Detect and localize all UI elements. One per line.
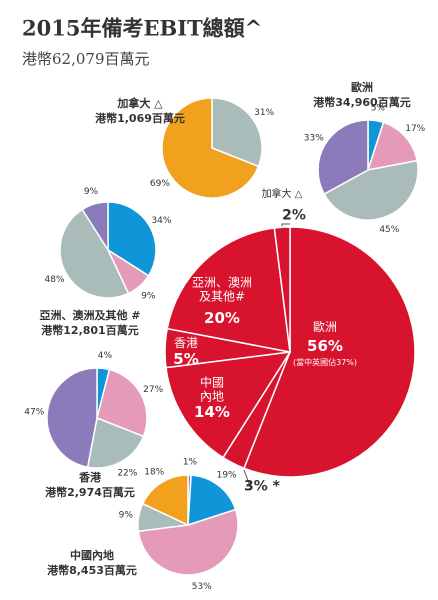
value-label: 27%	[143, 385, 163, 395]
pie-title: 香港	[78, 470, 102, 484]
pie-subtitle: 港幣34,960百萬元	[313, 95, 410, 109]
value-label: 2%	[282, 207, 306, 224]
pie-slice	[366, 121, 418, 171]
pie-slice	[323, 159, 419, 221]
value-label: 5%	[371, 103, 386, 113]
pie-slice	[96, 368, 148, 438]
pie-subtitle: 港幣12,801百萬元	[41, 323, 138, 337]
pie-slice	[161, 97, 260, 199]
value-label: 31%	[254, 108, 274, 118]
value-label: 19%	[217, 471, 237, 481]
value-label: 3% *	[244, 478, 280, 495]
pie-title: 中國內地	[70, 548, 114, 562]
value-label: 9%	[119, 511, 134, 521]
pie-slice	[166, 227, 291, 353]
value-label: 18%	[144, 467, 164, 477]
slice-category: 亞洲、澳洲 及其他#	[191, 275, 253, 304]
pie-slice	[86, 416, 145, 469]
pie-slice	[59, 208, 130, 299]
slice-category: 香港	[173, 335, 199, 350]
pie-slice	[211, 97, 263, 168]
title: 2015年備考EBIT總額^	[22, 16, 262, 41]
pie-title: 加拿大 △	[116, 96, 163, 110]
value-label: 53%	[192, 582, 212, 592]
value-label: 9%	[84, 187, 99, 197]
slice-category: 中國 內地	[199, 375, 225, 404]
value-label: 14%	[194, 403, 230, 421]
pie-slice	[165, 351, 292, 459]
pie-slice	[137, 508, 239, 576]
value-label: 1%	[183, 458, 198, 468]
subtitle: 港幣62,079百萬元	[22, 50, 150, 68]
annotation: (當中英國佔37%)	[292, 358, 358, 368]
value-label: 34%	[151, 216, 171, 226]
pie-title: 亞洲、澳洲及其他 #	[39, 308, 140, 322]
pie-subtitle: 港幣1,069百萬元	[95, 111, 185, 125]
slice-category: 歐洲	[312, 319, 338, 334]
pie-subtitle: 港幣2,974百萬元	[45, 485, 135, 499]
leader-line	[243, 469, 251, 487]
value-label: 5%	[173, 350, 199, 368]
pie-title: 歐洲	[351, 80, 373, 94]
value-label: 56%	[307, 337, 343, 355]
pie-slice	[81, 201, 109, 253]
value-label: 9%	[141, 291, 156, 301]
value-label: 4%	[98, 351, 113, 361]
value-label: 48%	[45, 275, 65, 285]
value-label: 20%	[204, 309, 240, 327]
pie-slice	[273, 226, 291, 353]
pie-slice	[317, 119, 369, 196]
slice-category: 加拿大 △	[261, 189, 303, 200]
pie-slice	[187, 474, 237, 527]
pie-slice	[46, 367, 98, 468]
value-label: 17%	[405, 124, 425, 134]
value-label: 33%	[304, 133, 324, 143]
value-label: 22%	[117, 469, 137, 479]
value-label: 47%	[24, 408, 44, 418]
pie-slice	[243, 226, 416, 478]
pie-subtitle: 港幣8,453百萬元	[47, 563, 137, 577]
value-label: 45%	[379, 225, 399, 235]
value-label: 69%	[150, 179, 170, 189]
pie-slice	[141, 474, 189, 527]
